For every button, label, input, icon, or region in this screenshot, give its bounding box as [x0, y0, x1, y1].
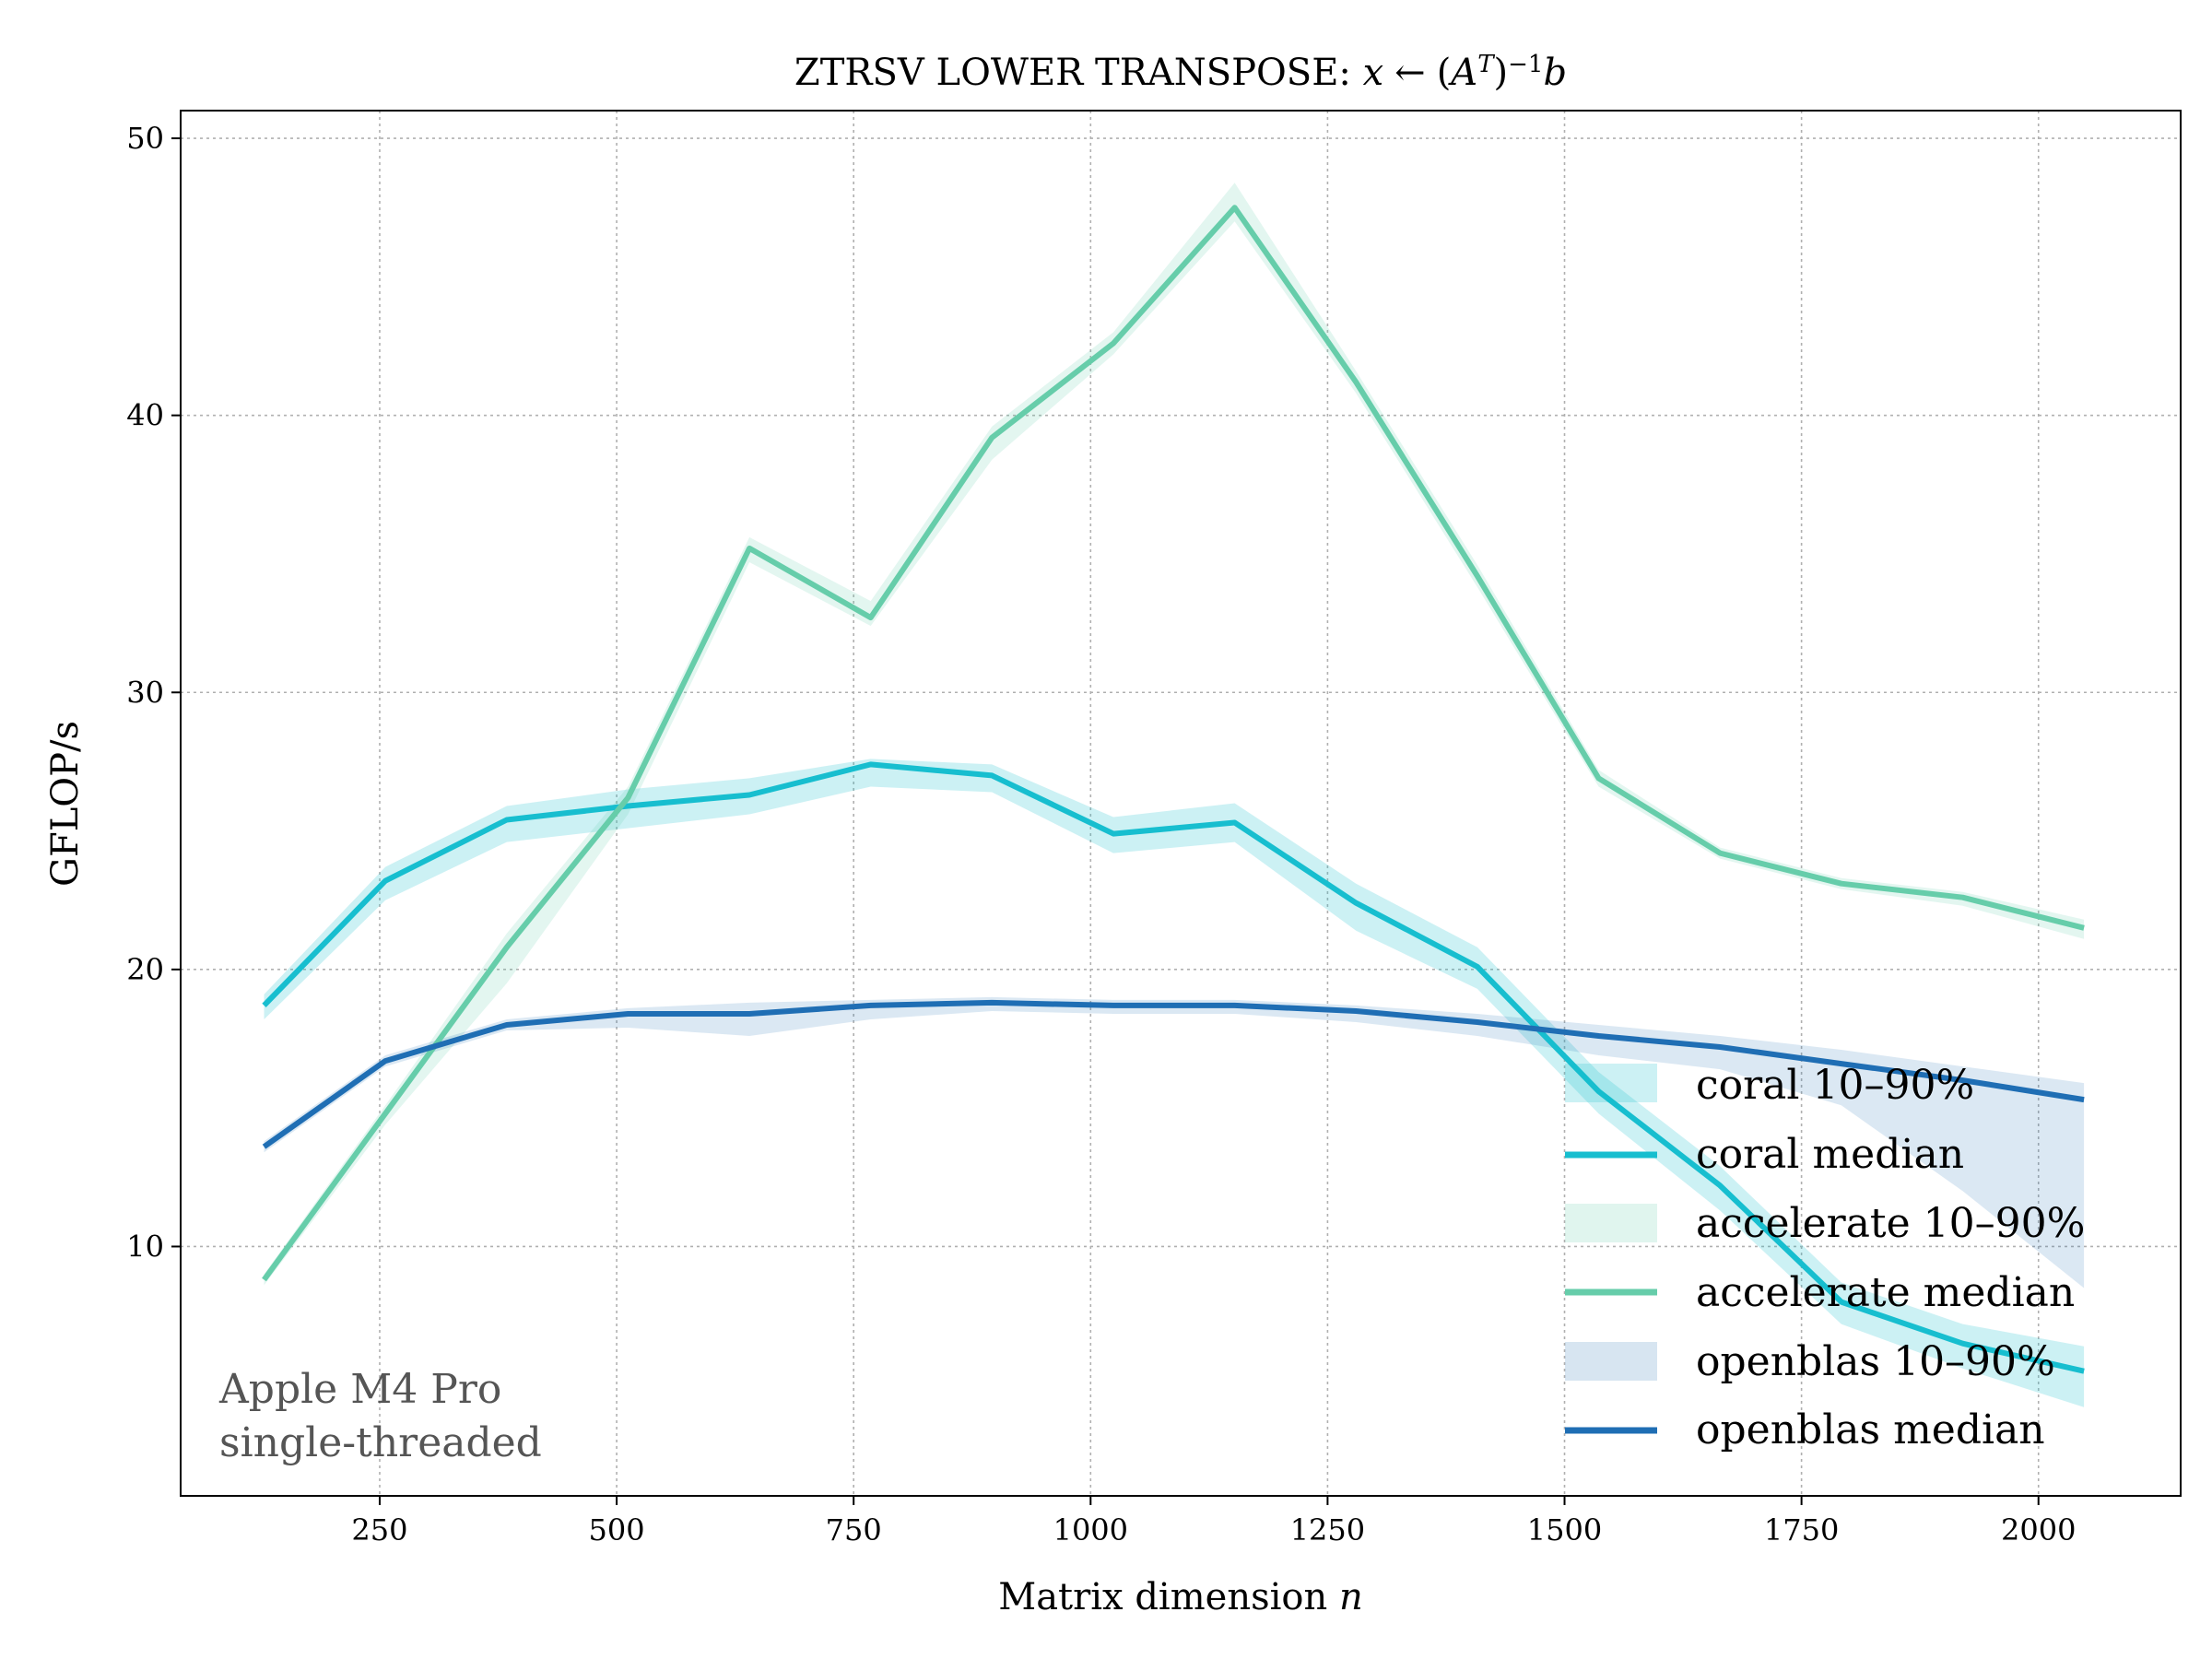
- title-prefix: ZTRSV LOWER TRANSPOSE:: [794, 52, 1363, 94]
- y-tick-label-30: 30: [126, 675, 164, 710]
- x-tick-label-500: 500: [589, 1512, 645, 1547]
- percentile-bands: [264, 182, 2085, 1407]
- grid: [181, 111, 2181, 1496]
- x-tick-label-1000: 1000: [1053, 1512, 1128, 1547]
- title-arrow: ←: [1394, 52, 1426, 94]
- x-tick-label-250: 250: [351, 1512, 407, 1547]
- median-lines: [262, 205, 2085, 1374]
- legend-label-openblas-band: openblas 10–90%: [1696, 1338, 2055, 1385]
- x-axis-ticks: 250 500 750 1000 1250 1500 1750 2000: [351, 1496, 2076, 1547]
- legend-label-accelerate-band: accelerate 10–90%: [1696, 1200, 2085, 1247]
- y-axis-ticks: 10 20 30 40 50: [126, 121, 181, 1264]
- legend-label-accelerate-median: accelerate median: [1696, 1269, 2075, 1316]
- title-x: x: [1363, 52, 1384, 94]
- chart-title: ZTRSV LOWER TRANSPOSE: x ← (AT)−1b: [794, 51, 1567, 94]
- y-tick-label-40: 40: [126, 398, 164, 433]
- legend-label-openblas-median: openblas median: [1696, 1406, 2045, 1453]
- legend-swatch-coral-band: [1565, 1064, 1657, 1102]
- y-tick-label-50: 50: [126, 121, 164, 156]
- coral-median-line: [262, 761, 2085, 1374]
- legend-label-coral-median: coral median: [1696, 1131, 1964, 1178]
- coral-band: [264, 759, 2085, 1407]
- openblas-median-line: [262, 999, 2085, 1149]
- y-axis-label: GFLOP/s: [44, 721, 87, 887]
- accelerate-median-line: [262, 205, 2085, 1282]
- legend-swatch-accelerate-band: [1565, 1204, 1657, 1242]
- title-t: T: [1477, 51, 1495, 78]
- x-tick-label-1500: 1500: [1527, 1512, 1602, 1547]
- x-tick-label-1750: 1750: [1764, 1512, 1839, 1547]
- title-close-paren: ): [1494, 52, 1509, 94]
- y-tick-label-10: 10: [126, 1229, 164, 1264]
- title-a: A: [1447, 52, 1477, 94]
- legend: coral 10–90% coral median accelerate 10–…: [1565, 1062, 2085, 1453]
- title-b: b: [1543, 52, 1567, 94]
- hardware-annotation: Apple M4 Pro: [218, 1366, 501, 1413]
- x-tick-label-2000: 2000: [2001, 1512, 2076, 1547]
- x-tick-label-750: 750: [826, 1512, 882, 1547]
- x-tick-label-1250: 1250: [1290, 1512, 1365, 1547]
- threading-annotation: single-threaded: [219, 1419, 542, 1466]
- title-open-paren: (: [1437, 52, 1452, 94]
- y-tick-label-20: 20: [126, 952, 164, 987]
- x-axis-label: Matrix dimension n: [998, 1576, 1362, 1618]
- legend-label-coral-band: coral 10–90%: [1696, 1062, 1974, 1109]
- title-exponent: −1: [1508, 51, 1543, 78]
- legend-swatch-openblas-band: [1565, 1342, 1657, 1381]
- x-axis-label-var: n: [1339, 1576, 1363, 1618]
- plot-frame: [180, 110, 2182, 1497]
- x-axis-label-text: Matrix dimension: [998, 1576, 1339, 1618]
